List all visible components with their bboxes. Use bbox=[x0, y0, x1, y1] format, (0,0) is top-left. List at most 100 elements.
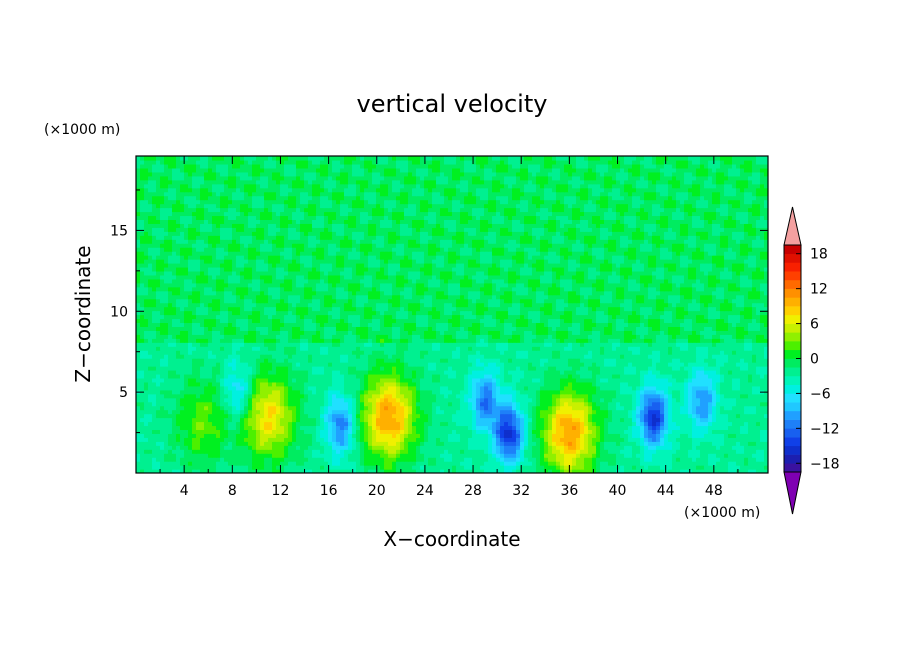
field-cell bbox=[428, 417, 433, 423]
field-cell bbox=[472, 385, 477, 391]
field-cell bbox=[240, 429, 245, 434]
field-cell bbox=[632, 393, 637, 399]
field-cell bbox=[756, 385, 761, 391]
field-cell bbox=[740, 421, 745, 427]
field-cell bbox=[308, 437, 313, 442]
field-cell bbox=[288, 389, 293, 395]
field-cell bbox=[540, 389, 545, 395]
field-cell bbox=[332, 433, 337, 438]
field-cell bbox=[608, 445, 613, 450]
field-cell bbox=[404, 413, 409, 419]
field-cell bbox=[400, 461, 405, 466]
field-cell bbox=[636, 429, 641, 434]
field-cell bbox=[200, 413, 205, 419]
field-cell bbox=[356, 354, 361, 359]
field-cell bbox=[372, 457, 377, 462]
field-cell bbox=[500, 409, 505, 415]
field-cell bbox=[420, 437, 425, 442]
field-cell bbox=[348, 413, 353, 419]
field-cell bbox=[380, 465, 385, 470]
field-cell bbox=[216, 425, 221, 431]
field-cell bbox=[568, 397, 573, 403]
field-cell bbox=[160, 409, 165, 415]
field-cell bbox=[628, 465, 633, 470]
field-cell bbox=[764, 385, 768, 391]
field-cell bbox=[336, 393, 341, 399]
field-cell bbox=[192, 377, 197, 383]
field-cell bbox=[156, 441, 161, 446]
field-cell bbox=[372, 377, 377, 383]
field-cell bbox=[732, 453, 737, 458]
field-cell bbox=[196, 350, 201, 355]
field-cell bbox=[740, 377, 745, 383]
field-cell bbox=[200, 389, 205, 395]
field-cell bbox=[136, 366, 141, 371]
field-cell bbox=[372, 441, 377, 446]
field-cell bbox=[380, 453, 385, 458]
field-cell bbox=[144, 417, 149, 423]
field-cell bbox=[392, 421, 397, 427]
field-cell bbox=[348, 377, 353, 383]
field-cell bbox=[616, 393, 621, 399]
field-cell bbox=[720, 469, 725, 473]
field-cell bbox=[164, 381, 169, 387]
field-cell bbox=[644, 461, 649, 466]
field-cell bbox=[200, 425, 205, 431]
field-cell bbox=[456, 381, 461, 387]
field-cell bbox=[540, 362, 545, 367]
field-cell bbox=[136, 457, 141, 462]
field-cell bbox=[492, 433, 497, 438]
field-cell bbox=[600, 453, 605, 458]
field-cell bbox=[216, 362, 221, 367]
field-cell bbox=[600, 397, 605, 403]
field-cell bbox=[424, 413, 429, 419]
field-cell bbox=[468, 437, 473, 442]
field-cell bbox=[572, 362, 577, 367]
field-cell bbox=[420, 346, 425, 351]
field-cell bbox=[204, 417, 209, 423]
field-cell bbox=[220, 465, 225, 470]
field-cell bbox=[140, 393, 145, 399]
field-cell bbox=[336, 433, 341, 438]
field-cell bbox=[200, 373, 205, 379]
field-cell bbox=[312, 385, 317, 391]
field-cell bbox=[640, 397, 645, 403]
field-cell bbox=[440, 465, 445, 470]
field-cell bbox=[620, 393, 625, 399]
field-cell bbox=[276, 346, 281, 351]
field-cell bbox=[504, 366, 509, 371]
field-cell bbox=[284, 366, 289, 371]
field-cell bbox=[600, 433, 605, 438]
field-cell bbox=[516, 377, 521, 383]
field-cell bbox=[432, 421, 437, 427]
field-cell bbox=[456, 354, 461, 359]
field-cell bbox=[224, 445, 229, 450]
field-cell bbox=[560, 417, 565, 423]
field-cell bbox=[224, 461, 229, 466]
field-cell bbox=[240, 354, 245, 359]
field-cell bbox=[444, 457, 449, 462]
field-cell bbox=[424, 457, 429, 462]
field-cell bbox=[628, 366, 633, 371]
field-cell bbox=[700, 401, 705, 407]
field-cell bbox=[588, 453, 593, 458]
field-cell bbox=[612, 366, 617, 371]
field-cell bbox=[340, 449, 345, 454]
field-cell bbox=[668, 385, 673, 391]
field-cell bbox=[356, 362, 361, 367]
field-cell bbox=[384, 346, 389, 351]
field-cell bbox=[196, 409, 201, 415]
field-cell bbox=[328, 421, 333, 427]
field-cell bbox=[460, 441, 465, 446]
field-cell bbox=[444, 421, 449, 427]
field-cell bbox=[380, 429, 385, 434]
field-cell bbox=[216, 453, 221, 458]
field-cell bbox=[484, 350, 489, 355]
field-cell bbox=[484, 385, 489, 391]
field-cell bbox=[432, 350, 437, 355]
field-cell bbox=[296, 362, 301, 367]
field-cell bbox=[716, 397, 721, 403]
field-cell bbox=[496, 441, 501, 446]
field-cell bbox=[696, 425, 701, 431]
field-cell bbox=[528, 437, 533, 442]
